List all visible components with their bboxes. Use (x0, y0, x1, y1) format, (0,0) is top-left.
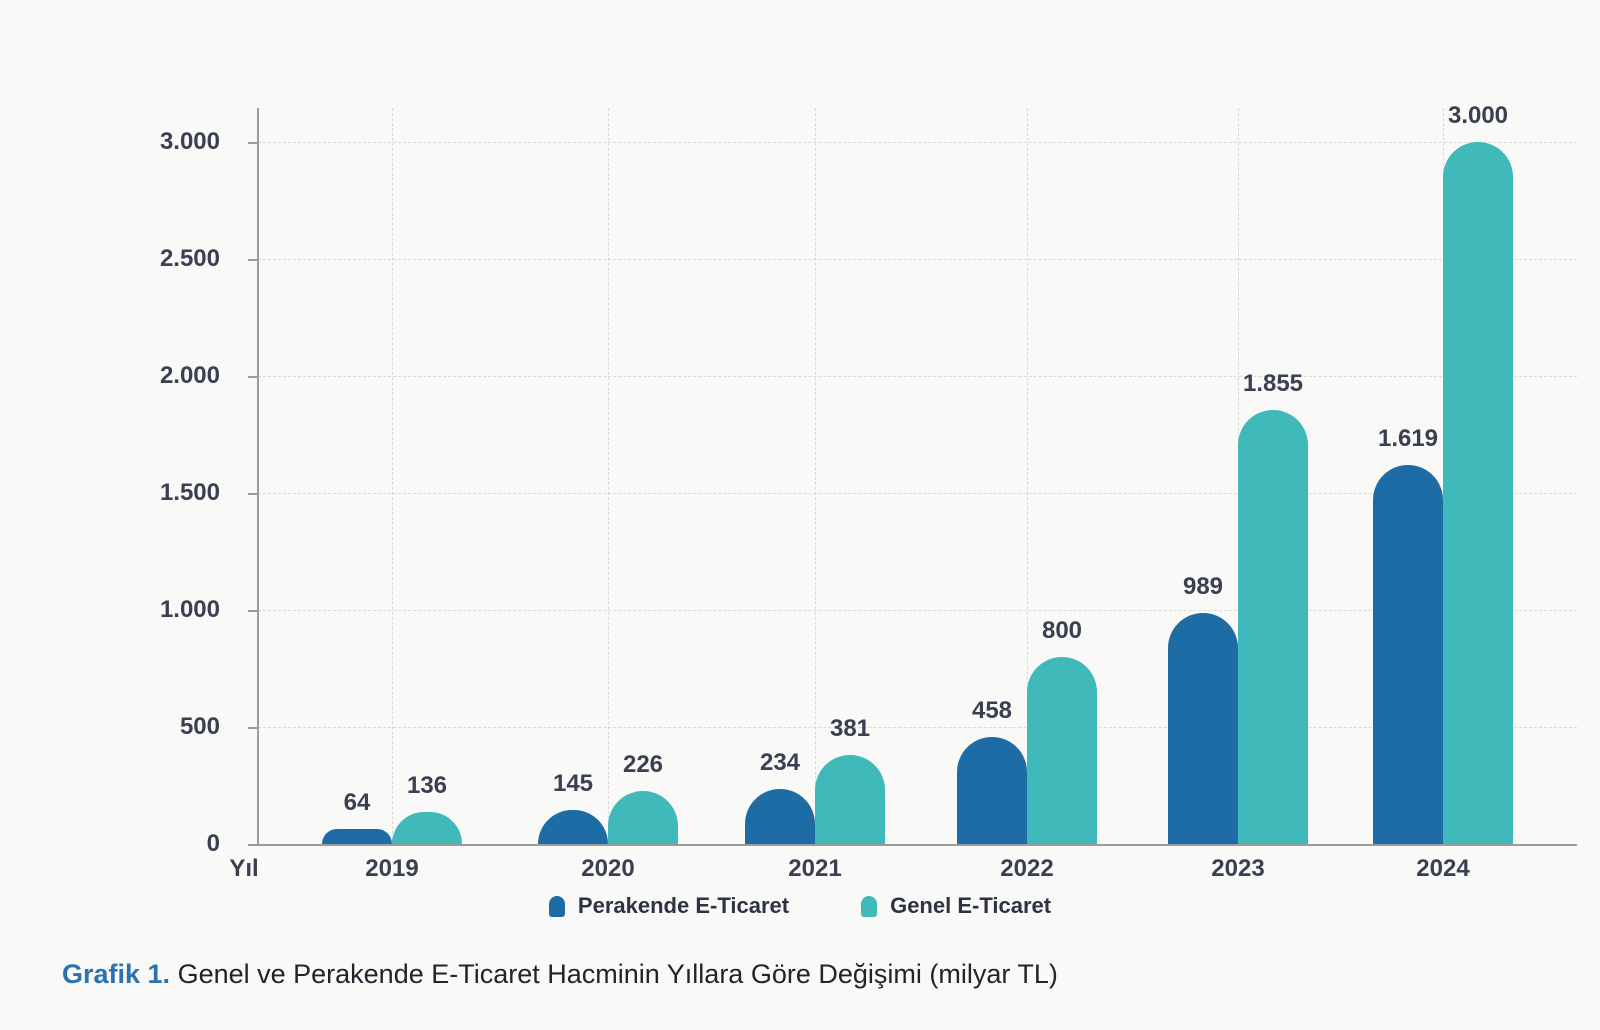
gridline-horizontal (258, 142, 1577, 143)
chart-legend: Perakende E-Ticaret Genel E-Ticaret (0, 893, 1600, 919)
x-tick-label: 2022 (1000, 855, 1054, 882)
gridline-horizontal (258, 493, 1577, 494)
bar-value-label: 381 (829, 715, 871, 742)
y-tick-label: 3.000 (159, 128, 220, 155)
y-axis-tick (248, 610, 258, 612)
x-tick-label: 2024 (1416, 855, 1470, 882)
y-tick-label: 2.500 (159, 245, 220, 272)
y-axis-line (257, 108, 259, 846)
bar-value-label: 64 (343, 789, 371, 816)
bar-value-label: 145 (552, 770, 594, 797)
caption-prefix: Grafik 1. (62, 959, 171, 989)
x-tick-label: 2019 (365, 855, 419, 882)
y-axis-tick (248, 259, 258, 261)
gridline-vertical (1027, 108, 1028, 844)
x-axis-title: Yıl (229, 855, 259, 882)
x-tick-label: 2021 (788, 855, 842, 882)
gridline-horizontal (258, 376, 1577, 377)
bar-value-label: 234 (759, 749, 801, 776)
x-axis-line (248, 844, 1577, 846)
gridline-vertical (815, 108, 816, 844)
chart-caption: Grafik 1. Genel ve Perakende E-Ticaret H… (62, 956, 1058, 992)
legend-marker-genel-icon (861, 895, 878, 917)
bar-perakende-2019 (322, 829, 392, 844)
gridline-horizontal (258, 259, 1577, 260)
bar-value-label: 1.619 (1377, 425, 1439, 452)
bar-genel-2021 (815, 755, 885, 844)
bar-perakende-2024 (1373, 465, 1443, 844)
legend-item-perakende: Perakende E-Ticaret (548, 893, 790, 919)
legend-item-genel: Genel E-Ticaret (861, 893, 1051, 919)
y-tick-label: 1.500 (159, 479, 220, 506)
bar-value-label: 226 (622, 751, 664, 778)
bar-perakende-2021 (745, 789, 815, 844)
gridline-vertical (608, 108, 609, 844)
bar-value-label: 136 (406, 772, 448, 799)
y-tick-label: 1.000 (159, 596, 220, 623)
gridline-vertical (392, 108, 393, 844)
y-tick-label: 2.000 (159, 362, 220, 389)
bar-genel-2020 (608, 791, 678, 844)
legend-label-genel: Genel E-Ticaret (890, 893, 1052, 918)
y-tick-label: 500 (179, 713, 220, 740)
y-axis-tick (248, 727, 258, 729)
y-axis-tick (248, 376, 258, 378)
bar-value-label: 800 (1041, 617, 1083, 644)
bar-perakende-2022 (957, 737, 1027, 844)
bar-genel-2024 (1443, 142, 1513, 844)
y-axis-tick (248, 493, 258, 495)
bar-value-label: 989 (1182, 573, 1224, 600)
bar-value-label: 1.855 (1242, 370, 1304, 397)
bar-value-label: 458 (971, 697, 1013, 724)
y-axis-tick (248, 142, 258, 144)
gridline-horizontal (258, 727, 1577, 728)
legend-label-perakende: Perakende E-Ticaret (577, 893, 790, 918)
y-tick-label: 0 (206, 830, 220, 857)
gridline-horizontal (258, 610, 1577, 611)
x-tick-label: 2020 (581, 855, 635, 882)
bar-perakende-2020 (538, 810, 608, 844)
bar-genel-2023 (1238, 410, 1308, 844)
bar-value-label: 3.000 (1447, 102, 1509, 129)
caption-text: Genel ve Perakende E-Ticaret Hacminin Yı… (170, 959, 1058, 989)
legend-marker-perakende-icon (548, 895, 565, 917)
bar-genel-2022 (1027, 657, 1097, 844)
x-tick-label: 2023 (1211, 855, 1265, 882)
bar-perakende-2023 (1168, 613, 1238, 844)
